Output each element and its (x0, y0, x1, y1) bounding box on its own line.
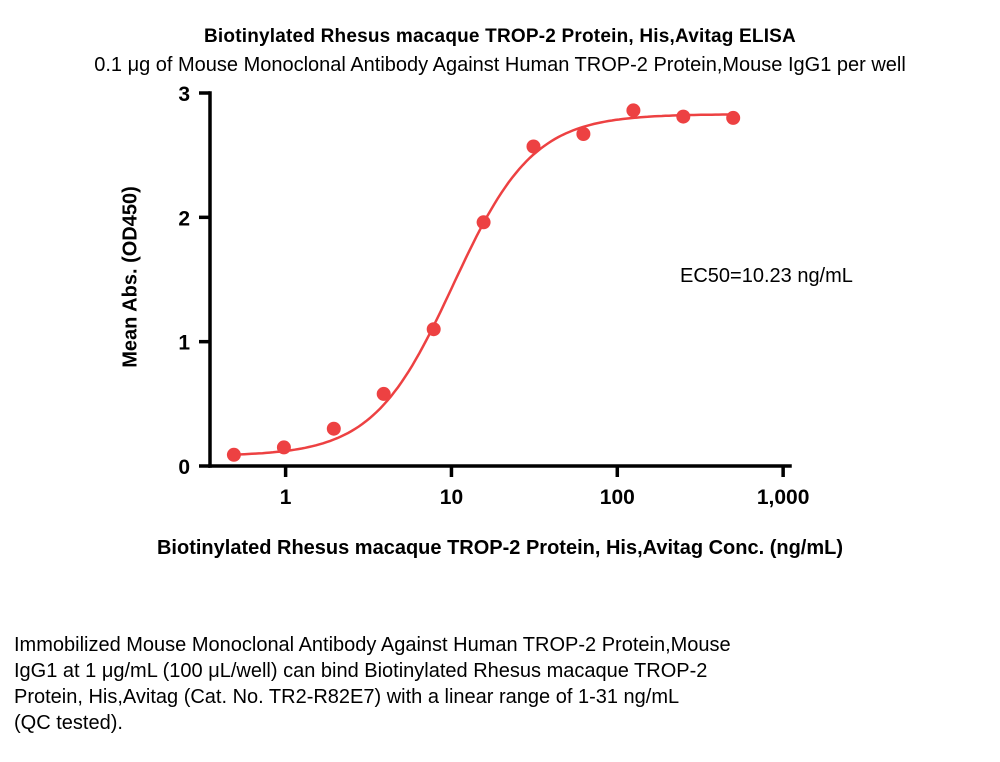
y-axis-label: Mean Abs. (OD450) (119, 186, 142, 368)
y-tick-label: 1 (178, 332, 190, 355)
data-point (426, 322, 441, 337)
data-point (226, 447, 241, 462)
x-tick-label: 100 (600, 486, 635, 509)
ec50-annotation: EC50=10.23 ng/mL (680, 265, 853, 287)
x-tick-label: 1,000 (757, 486, 810, 509)
data-point (276, 440, 291, 455)
fit-curve (233, 113, 734, 456)
data-point (476, 215, 491, 230)
y-tick-label: 0 (178, 456, 190, 479)
y-tick-label: 3 (178, 83, 190, 106)
x-axis-label: Biotinylated Rhesus macaque TROP-2 Prote… (156, 537, 844, 559)
x-tick-label: 1 (280, 486, 292, 509)
data-point (326, 421, 341, 436)
data-point (576, 127, 591, 141)
data-point (726, 110, 741, 125)
x-tick-label: 10 (440, 486, 463, 509)
data-point (676, 109, 691, 124)
chart-title: Biotinylated Rhesus macaque TROP-2 Prote… (204, 26, 796, 47)
elisa-chart-svg: 1 10 100 1,000 0 1 2 3 (178, 83, 810, 509)
chart-area: 1 10 100 1,000 0 1 2 3 Mean Abs. (OD450) EC50=1… (0, 81, 1000, 523)
data-point (376, 386, 391, 401)
chart-subtitle: 0.1 μg of Mouse Monoclonal Antibody Agai… (94, 54, 906, 76)
description-text: Immobilized Mouse Monoclonal Antibody Ag… (14, 634, 731, 734)
data-point (526, 139, 541, 154)
data-point (626, 103, 641, 118)
y-tick-label: 2 (178, 207, 190, 230)
